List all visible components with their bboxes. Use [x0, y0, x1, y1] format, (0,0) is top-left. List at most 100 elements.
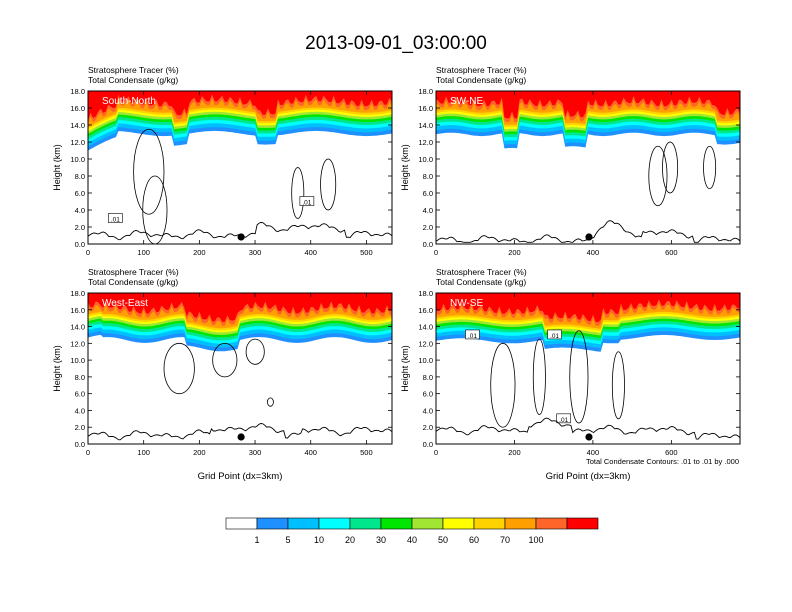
y-tick-label: 12.0: [70, 339, 85, 348]
tracer-field: [88, 293, 392, 441]
colorbar-swatch: [225, 517, 258, 530]
y-tick-label: 8.0: [423, 172, 433, 181]
plot-frame: [435, 90, 741, 245]
condensate-contour: [703, 145, 717, 190]
y-axis-label: Height (km): [52, 144, 62, 191]
plot-frame: [87, 90, 393, 245]
panel-title-line2: Total Condensate (g/kg): [436, 75, 526, 85]
condensate-contour: [532, 338, 546, 416]
condensate-contour: [142, 175, 168, 244]
colorbar-label: 100: [528, 535, 543, 545]
figure-title: 2013-09-01_03:00:00: [305, 33, 487, 54]
x-tick-label: 500: [360, 448, 373, 457]
colorbar-label: 50: [438, 535, 448, 545]
y-tick-label: 6.0: [75, 390, 85, 399]
colorbar-swatch: [287, 517, 320, 530]
tracer-band-11: [436, 293, 740, 323]
tracer-band-11: [88, 91, 392, 121]
panel-title-line1: Stratosphere Tracer (%): [436, 65, 527, 75]
y-tick-label: 10.0: [418, 155, 433, 164]
tracer-band-11: [88, 293, 392, 322]
x-tick-label: 600: [665, 248, 678, 257]
location-marker: [585, 233, 593, 241]
tracer-field: [436, 91, 740, 243]
colorbar-label: 5: [285, 535, 290, 545]
x-tick-label: 600: [665, 448, 678, 457]
x-axis-label: Grid Point (dx=3km): [198, 471, 283, 482]
x-tick-label: 100: [137, 248, 150, 257]
colorbar-swatch: [349, 517, 382, 530]
y-tick-label: 16.0: [70, 104, 85, 113]
y-tick-label: 18.0: [70, 289, 85, 298]
y-axis-label: Height (km): [52, 345, 62, 392]
colorbar-label: 10: [314, 535, 324, 545]
y-tick-label: 12.0: [418, 339, 433, 348]
colorbar-swatch: [473, 517, 506, 530]
colorbar-swatch: [566, 517, 599, 530]
y-tick-label: 18.0: [418, 87, 433, 96]
x-tick-label: 0: [434, 448, 438, 457]
panel-nw-se: Stratosphere Tracer (%)Total Condensate …: [400, 267, 741, 482]
y-tick-label: 0.0: [75, 240, 85, 249]
contour-label: .01: [468, 333, 477, 340]
x-tick-label: 400: [304, 248, 317, 257]
y-tick-label: 14.0: [418, 121, 433, 130]
condensate-contour: [569, 330, 589, 424]
y-tick-label: 2.0: [75, 223, 85, 232]
panel-south-north: Stratosphere Tracer (%)Total Condensate …: [52, 65, 393, 257]
x-tick-label: 500: [360, 248, 373, 257]
condensate-contour: [662, 141, 679, 194]
colorbar-swatch: [535, 517, 568, 530]
panel-title-line2: Total Condensate (g/kg): [436, 277, 526, 287]
panel-title-line1: Stratosphere Tracer (%): [88, 267, 179, 277]
y-tick-label: 10.0: [418, 356, 433, 365]
y-tick-label: 2.0: [75, 423, 85, 432]
panel-title-line2: Total Condensate (g/kg): [88, 277, 178, 287]
panel-title-line1: Stratosphere Tracer (%): [88, 65, 179, 75]
y-tick-label: 6.0: [75, 189, 85, 198]
colorbar-swatch: [380, 517, 413, 530]
x-tick-label: 400: [587, 448, 600, 457]
panel-label: NW-SE: [450, 298, 483, 309]
location-marker: [237, 433, 245, 441]
y-tick-label: 2.0: [423, 423, 433, 432]
y-tick-label: 18.0: [70, 87, 85, 96]
contour-label: .01: [111, 217, 120, 224]
y-tick-label: 2.0: [423, 223, 433, 232]
y-tick-label: 12.0: [418, 138, 433, 147]
x-tick-label: 0: [86, 248, 90, 257]
contour-label: .01: [559, 417, 568, 424]
y-tick-label: 8.0: [75, 373, 85, 382]
y-tick-label: 12.0: [70, 138, 85, 147]
contour-label: .01: [302, 200, 311, 207]
panel-label: South-North: [102, 96, 156, 107]
x-tick-label: 0: [434, 248, 438, 257]
y-tick-label: 0.0: [423, 240, 433, 249]
condensate-contour: [490, 342, 516, 428]
x-tick-label: 200: [508, 448, 521, 457]
colorbar-label: 20: [345, 535, 355, 545]
panel-west-east: Stratosphere Tracer (%)Total Condensate …: [52, 267, 393, 482]
panel-sw-ne: Stratosphere Tracer (%)Total Condensate …: [400, 65, 741, 257]
location-marker: [585, 433, 593, 441]
colorbar-swatch: [318, 517, 351, 530]
condensate-contour: [212, 342, 238, 378]
y-tick-label: 8.0: [423, 373, 433, 382]
x-tick-label: 0: [86, 448, 90, 457]
y-tick-label: 10.0: [70, 155, 85, 164]
terrain-line: [436, 417, 740, 440]
y-tick-label: 0.0: [423, 440, 433, 449]
panel-title-line2: Total Condensate (g/kg): [88, 75, 178, 85]
y-tick-label: 6.0: [423, 189, 433, 198]
colorbar-label: 30: [376, 535, 386, 545]
plot-frame: [87, 292, 393, 445]
x-tick-label: 100: [137, 448, 150, 457]
y-axis-label: Height (km): [400, 345, 410, 392]
y-tick-label: 6.0: [423, 390, 433, 399]
x-tick-label: 200: [508, 248, 521, 257]
x-tick-label: 300: [249, 248, 262, 257]
condensate-contour: [611, 351, 625, 420]
y-tick-label: 14.0: [70, 323, 85, 332]
panel-title-line1: Stratosphere Tracer (%): [436, 267, 527, 277]
colorbar-label: 70: [500, 535, 510, 545]
